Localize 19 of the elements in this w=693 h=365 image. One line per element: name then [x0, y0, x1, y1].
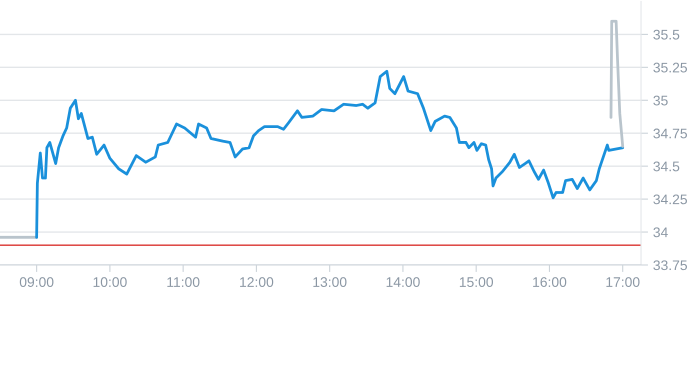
y-tick-label: 34.25 [653, 194, 688, 204]
x-tick-label: 12:00 [240, 277, 274, 287]
y-tick-label: 35.25 [653, 62, 688, 73]
x-tick-label: 17:00 [606, 277, 640, 287]
x-tick-label: 11:00 [167, 277, 200, 287]
x-tick-label: 10:00 [94, 277, 127, 287]
x-tick-label: 14:00 [386, 277, 420, 287]
x-tick-label: 16:00 [533, 277, 566, 287]
x-tick-label: 15:00 [460, 277, 494, 287]
line-series [35, 70, 624, 239]
y-tick-label: 35 [653, 96, 668, 106]
line-series [610, 20, 624, 148]
y-tick-label: 33.75 [653, 260, 688, 270]
y-tick-label: 34 [653, 227, 668, 238]
y-tick-label: 34.5 [653, 162, 680, 172]
y-tick-label: 35.5 [653, 30, 680, 40]
y-tick-label: 34.75 [653, 128, 688, 138]
x-tick-label: 13:00 [313, 277, 347, 287]
x-tick-label: 09:00 [20, 277, 54, 287]
